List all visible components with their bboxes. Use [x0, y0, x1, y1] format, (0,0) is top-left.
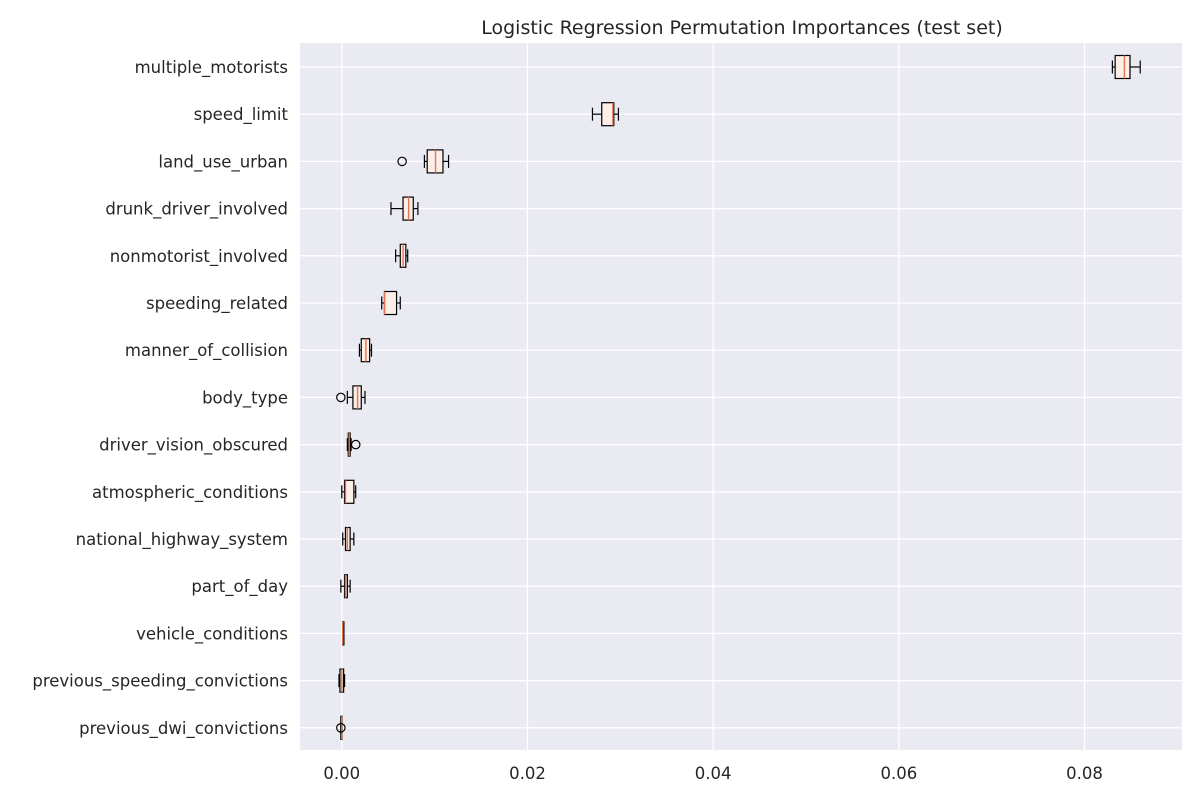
x-tick-label: 0.04: [695, 764, 732, 783]
plot-area-background: [300, 43, 1182, 750]
outlier-point: [350, 439, 361, 450]
box-iqr: [601, 102, 615, 127]
y-tick-label: national_highway_system: [76, 530, 288, 550]
outlier-point: [397, 156, 407, 167]
y-tick-label: manner_of_collision: [125, 341, 288, 361]
y-tick-label: driver_vision_obscured: [99, 436, 288, 456]
y-tick-label: vehicle_conditions: [136, 624, 288, 644]
x-tick-label: 0.08: [1066, 764, 1103, 783]
y-tick-label: previous_dwi_convictions: [79, 719, 288, 739]
y-tick-label: land_use_urban: [158, 152, 288, 172]
x-tick-label: 0.00: [323, 764, 360, 783]
y-tick-label: body_type: [202, 388, 288, 408]
y-tick-label: speed_limit: [194, 105, 289, 125]
x-tick-label: 0.02: [509, 764, 546, 783]
box-iqr: [1114, 54, 1131, 80]
x-tick-label: 0.06: [880, 764, 917, 783]
outlier-point: [336, 722, 346, 733]
y-tick-label: nonmotorist_involved: [110, 247, 288, 267]
y-tick-label: speeding_related: [146, 294, 288, 314]
y-tick-label: previous_speeding_convictions: [32, 672, 288, 692]
y-tick-label: multiple_motorists: [135, 58, 288, 78]
box-iqr: [383, 290, 398, 316]
y-tick-label: drunk_driver_involved: [105, 200, 288, 220]
chart-title: Logistic Regression Permutation Importan…: [481, 17, 1003, 39]
y-tick-label: atmospheric_conditions: [92, 483, 288, 503]
box-iqr: [343, 479, 355, 504]
outlier-point: [336, 392, 346, 403]
y-tick-label: part_of_day: [191, 577, 288, 597]
